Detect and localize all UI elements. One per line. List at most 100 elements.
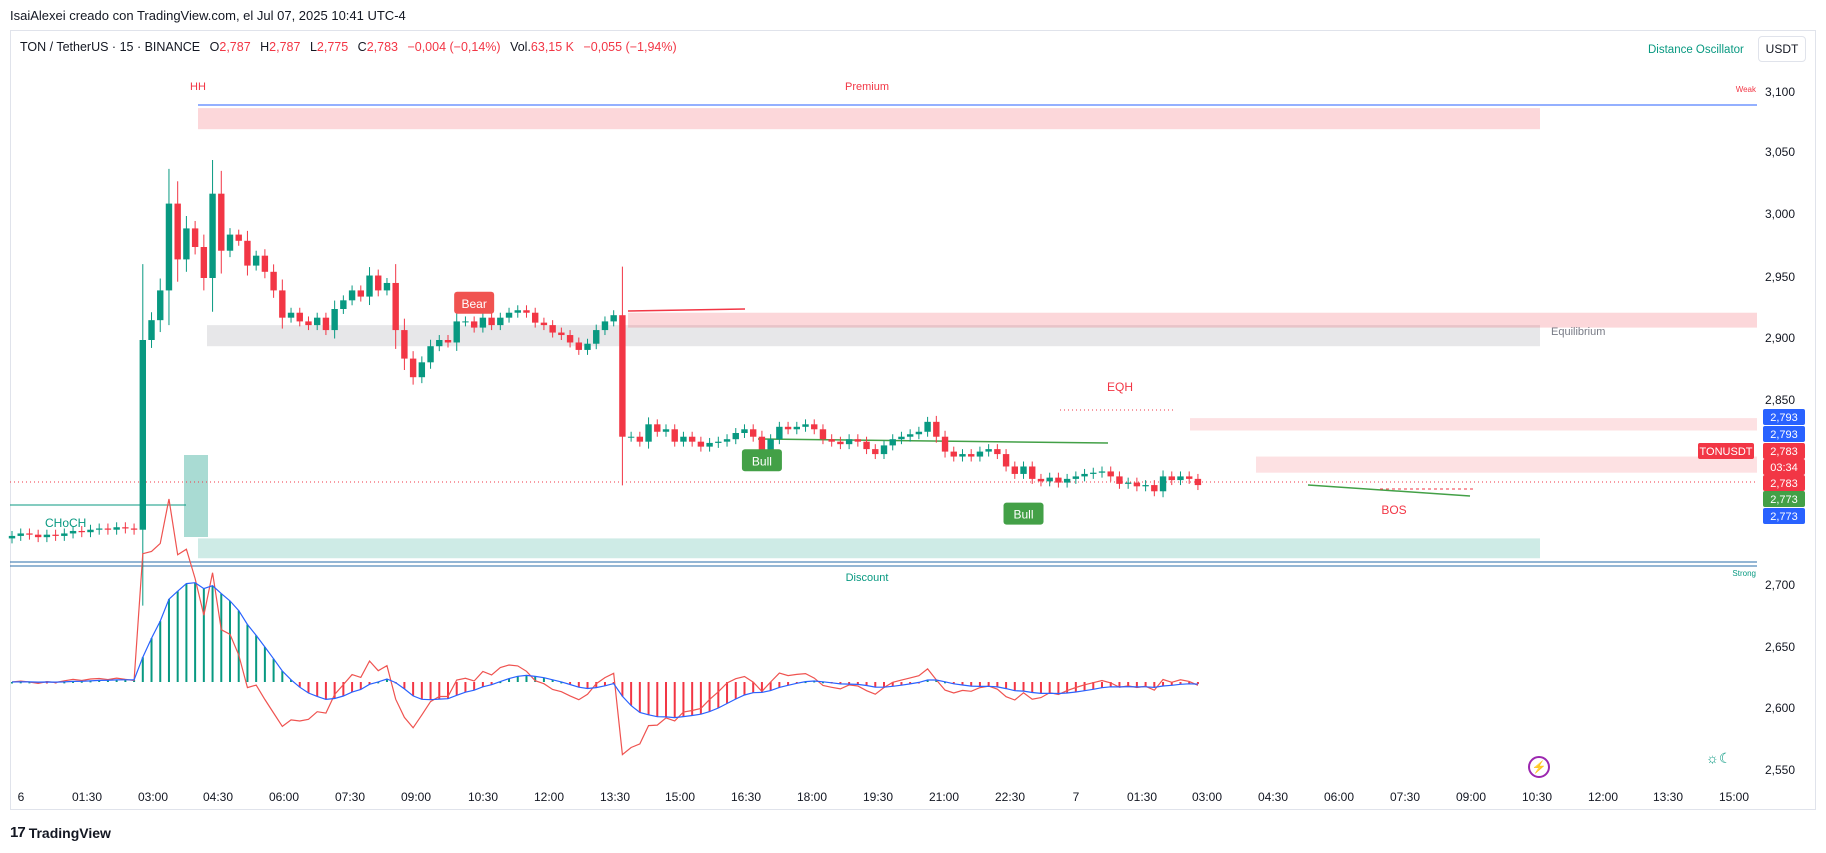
signal-badge <box>454 291 495 314</box>
candle-body <box>383 282 391 291</box>
bull-line-2 <box>1307 484 1471 497</box>
histogram-bar <box>298 682 301 688</box>
sun-moon-icon[interactable]: ☼☾ <box>1706 750 1732 766</box>
histogram-bar <box>80 681 83 683</box>
legend-close-value: 2,783 <box>366 40 398 54</box>
histogram-bar <box>647 682 650 715</box>
histogram-bar <box>516 676 519 682</box>
histogram-bar <box>665 682 667 717</box>
candle-body <box>941 436 949 452</box>
candle-body <box>183 228 190 260</box>
candle-body <box>78 530 85 533</box>
candle-body <box>1072 476 1080 479</box>
candle-body <box>636 436 644 442</box>
histogram-bar <box>978 682 981 687</box>
signal-badge-text: Bull <box>1014 508 1034 522</box>
histogram-bar <box>324 682 327 700</box>
histogram-bar <box>787 682 790 686</box>
candle-body <box>52 534 59 536</box>
candle-body <box>148 320 155 340</box>
candle-body <box>1116 476 1123 484</box>
legend-high-value: 2,787 <box>269 40 301 54</box>
weak-label: Weak <box>1736 85 1757 94</box>
candle-body <box>706 442 713 447</box>
candle-body <box>688 436 696 442</box>
candle-body <box>793 426 800 430</box>
histogram-bar <box>429 682 432 700</box>
candle-body <box>950 451 957 457</box>
candle-body <box>1177 476 1184 481</box>
histogram-bar <box>769 682 772 691</box>
candle-body <box>750 429 757 437</box>
candle-body <box>924 421 931 432</box>
legend-volume-label: Vol. <box>510 40 531 54</box>
histogram-bar <box>996 682 999 687</box>
candle-body <box>34 534 42 538</box>
time-axis-tick: 21:00 <box>929 790 959 804</box>
premium-label: Premium <box>845 81 889 93</box>
choch-label: CHoCH <box>45 516 86 530</box>
candle-body <box>427 346 434 363</box>
candle-body <box>854 439 862 442</box>
tradingview-logo-icon: 17 <box>10 824 26 841</box>
legend-symbol[interactable]: TON / TetherUS · 15 · BINANCE <box>20 40 201 54</box>
time-axis-tick: 01:30 <box>72 790 102 804</box>
histogram-bar <box>263 646 266 682</box>
histogram-bar <box>630 682 633 706</box>
candle-body <box>662 429 670 432</box>
histogram-bar <box>603 682 606 686</box>
price-tag <box>1763 508 1805 524</box>
candle-body <box>784 426 792 430</box>
candle-body <box>523 310 530 313</box>
candle-body <box>43 534 51 538</box>
candle-body <box>305 321 312 326</box>
candle-body <box>497 317 504 326</box>
time-axis-tick: 04:30 <box>203 790 233 804</box>
histogram-bar <box>621 682 624 697</box>
price-tag-text: 2,783 <box>1770 446 1798 458</box>
candle-body <box>8 535 16 539</box>
time-axis-tick: 06:00 <box>269 790 299 804</box>
lightning-icon[interactable]: ⚡ <box>1528 756 1550 778</box>
chart-panel[interactable] <box>10 30 1816 810</box>
currency-button[interactable]: USDT <box>1758 36 1806 62</box>
histogram-bar <box>935 679 938 682</box>
candle-body <box>697 441 705 447</box>
candle-body <box>61 533 68 536</box>
grid-layer <box>10 104 1757 567</box>
oscillator-slow-line <box>11 582 1198 719</box>
candle-body <box>314 317 321 326</box>
price-tag <box>1763 409 1805 425</box>
price-tag-text: 2,793 <box>1770 429 1798 441</box>
equilibrium-label: Equilibrium <box>1551 326 1605 338</box>
time-axis-tick: 15:00 <box>665 790 695 804</box>
time-axis-tick: 03:00 <box>138 790 168 804</box>
candle-body <box>959 454 966 457</box>
candle-body <box>1055 477 1062 483</box>
bear-line <box>627 308 746 312</box>
candle-body <box>889 439 896 446</box>
histogram-bar <box>586 682 589 689</box>
histogram-bar <box>412 682 415 696</box>
histogram-bar <box>804 681 807 684</box>
time-axis-tick: 12:00 <box>534 790 564 804</box>
candle-body <box>401 330 408 359</box>
time-axis-tick: 09:00 <box>401 790 431 804</box>
price-axis-tick: 2,650 <box>1765 640 1795 654</box>
candle-body <box>130 528 138 530</box>
indicator-name[interactable]: Distance Oscillator <box>1648 44 1744 56</box>
candle-body <box>174 203 181 260</box>
candle-body <box>270 271 277 291</box>
eqh-label: EQH <box>1107 380 1133 394</box>
candle-body <box>1029 466 1036 479</box>
signal-badge <box>741 449 782 472</box>
candle-body <box>69 530 77 534</box>
histogram-bar <box>464 682 467 693</box>
candle-body <box>191 228 199 247</box>
footer-brand[interactable]: 17 TradingView <box>10 824 111 841</box>
legend-low-label: L <box>309 40 317 54</box>
candle-body <box>1151 485 1158 492</box>
candle-body <box>680 436 687 442</box>
histogram-bar <box>752 682 755 693</box>
